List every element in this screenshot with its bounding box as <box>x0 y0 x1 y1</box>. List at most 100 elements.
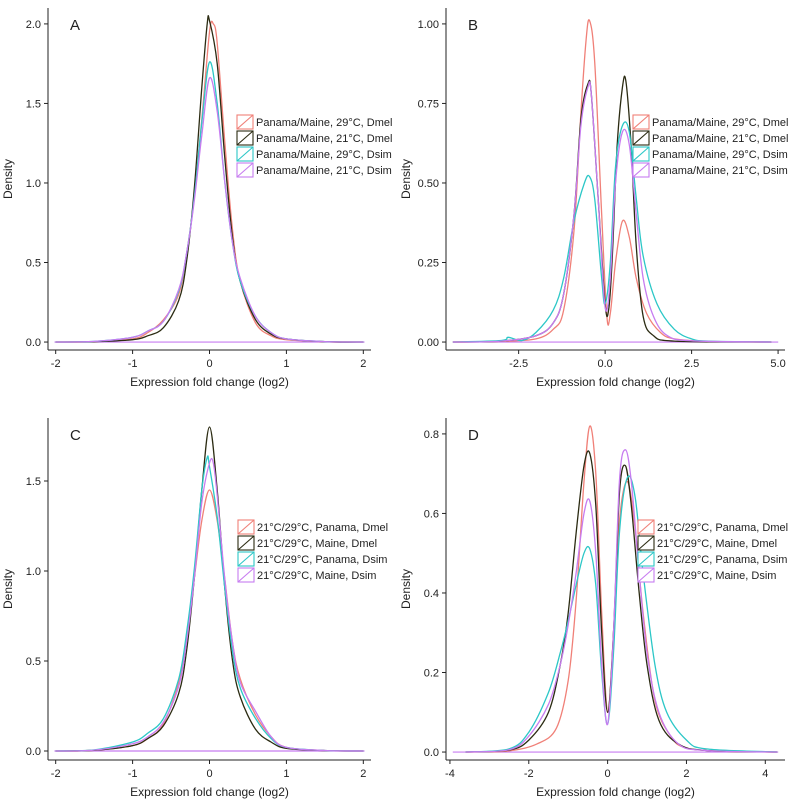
panel-letter: D <box>468 427 479 444</box>
x-tick-label: 2 <box>683 768 689 780</box>
x-tick-label: 0.0 <box>597 358 612 370</box>
legend-label-1: Panama/Maine, 29°C, Dmel <box>256 117 392 129</box>
y-tick-label: 0.00 <box>418 337 439 349</box>
x-tick-label: 5.0 <box>770 358 785 370</box>
legend-label-2: 21°C/29°C, Maine, Dmel <box>257 538 377 550</box>
legend: Panama/Maine, 29°C, Dmel Panama/Maine, 21… <box>236 114 392 178</box>
x-axis-title: Expression fold change (log2) <box>130 375 289 389</box>
y-axis-title: Density <box>1 159 15 199</box>
legend-key-line <box>237 551 255 567</box>
y-tick-label: 1.00 <box>418 19 439 31</box>
x-tick-label: 0 <box>206 768 212 780</box>
y-tick-label: 1.5 <box>26 98 41 110</box>
legend: 21°C/29°C, Panama, Dmel 21°C/29°C, Maine,… <box>637 519 788 583</box>
panel-letter: B <box>468 17 478 34</box>
y-tick-label: 2.0 <box>26 19 41 31</box>
y-tick-label: 0.75 <box>418 98 439 110</box>
legend-label-4: Panama/Maine, 21°C, Dsim <box>652 165 788 177</box>
legend-key-line <box>637 519 655 535</box>
x-tick-label: 1 <box>283 358 289 370</box>
legend-key-line <box>637 551 655 567</box>
series-line-3 <box>55 455 364 752</box>
x-tick-label: -1 <box>128 768 138 780</box>
legend-key-line <box>237 535 255 551</box>
x-tick-label: 2.5 <box>684 358 699 370</box>
legend-key-line <box>237 567 255 583</box>
legend-label-3: 21°C/29°C, Panama, Dsim <box>257 554 387 566</box>
legend: Panama/Maine, 29°C, Dmel Panama/Maine, 21… <box>632 114 788 178</box>
x-tick-label: -2.5 <box>509 358 528 370</box>
legend-label-1: 21°C/29°C, Panama, Dmel <box>257 522 388 534</box>
y-tick-label: 0.2 <box>424 668 439 680</box>
y-tick-label: 1.5 <box>26 476 41 488</box>
x-tick-label: 0 <box>206 358 212 370</box>
y-tick-label: 0.50 <box>418 178 439 190</box>
legend-label-4: 21°C/29°C, Maine, Dsim <box>657 570 776 582</box>
series-line-3 <box>55 61 364 343</box>
y-tick-label: 0.5 <box>26 258 41 270</box>
y-tick-label: 1.0 <box>26 566 41 578</box>
y-tick-label: 0.0 <box>424 747 439 759</box>
x-tick-label: -2 <box>524 768 534 780</box>
series-line-2 <box>465 450 778 753</box>
legend-label-2: Panama/Maine, 21°C, Dmel <box>652 133 788 145</box>
y-tick-label: 1.0 <box>26 178 41 190</box>
legend-label-1: Panama/Maine, 29°C, Dmel <box>652 117 788 129</box>
legend-label-2: Panama/Maine, 21°C, Dmel <box>256 133 392 145</box>
x-tick-label: 2 <box>360 768 366 780</box>
series-line-4 <box>465 449 778 753</box>
legend-key-line <box>237 519 255 535</box>
legend-key-line <box>632 130 650 146</box>
panel-b: 0.00 0.25 0.50 0.75 1.00 -2.5 0.0 2.5 5.0 Express… <box>399 8 788 389</box>
panel-letter: C <box>70 427 81 444</box>
panel-d: 0.0 0.2 0.4 0.6 0.8 -4 -2 0 2 4 Expression fold ch… <box>399 418 788 799</box>
legend-label-3: 21°C/29°C, Panama, Dsim <box>657 554 787 566</box>
x-tick-label: 1 <box>283 768 289 780</box>
legend-label-4: Panama/Maine, 21°C, Dsim <box>256 165 392 177</box>
legend-key-line <box>632 114 650 130</box>
series-line-2 <box>55 15 364 343</box>
x-axis-title: Expression fold change (log2) <box>536 375 695 389</box>
legend-key-line <box>637 567 655 583</box>
series-line-2 <box>55 426 364 752</box>
x-tick-label: -4 <box>445 768 455 780</box>
y-tick-label: 0.8 <box>424 429 439 441</box>
legend-key-line <box>236 162 254 178</box>
series-line-1 <box>452 19 772 343</box>
legend-key-line <box>236 130 254 146</box>
y-axis-title: Density <box>399 569 413 609</box>
legend-label-4: 21°C/29°C, Maine, Dsim <box>257 570 376 582</box>
x-tick-label: -1 <box>128 358 138 370</box>
y-tick-label: 0.0 <box>26 337 41 349</box>
legend-label-3: Panama/Maine, 29°C, Dsim <box>652 149 788 161</box>
legend: 21°C/29°C, Panama, Dmel 21°C/29°C, Maine,… <box>237 519 388 583</box>
y-axis-title: Density <box>1 569 15 609</box>
x-tick-label: -2 <box>51 358 61 370</box>
x-tick-label: 4 <box>762 768 768 780</box>
panel-a: 0.0 0.5 1.0 1.5 2.0 -2 -1 0 1 2 Expression fold ch… <box>1 8 392 389</box>
series-line-4 <box>452 81 772 343</box>
x-tick-label: 2 <box>360 358 366 370</box>
series-line-3 <box>465 475 778 753</box>
legend-label-2: 21°C/29°C, Maine, Dmel <box>657 538 777 550</box>
y-tick-label: 0.25 <box>418 258 439 270</box>
y-tick-label: 0.4 <box>424 588 439 600</box>
x-tick-label: 0 <box>605 768 611 780</box>
legend-label-1: 21°C/29°C, Panama, Dmel <box>657 522 788 534</box>
x-axis-title: Expression fold change (log2) <box>536 785 695 799</box>
legend-key-line <box>236 146 254 162</box>
series-line-1 <box>55 20 364 343</box>
panel-letter: A <box>70 17 80 34</box>
x-axis-title: Expression fold change (log2) <box>130 785 289 799</box>
legend-key-line <box>632 146 650 162</box>
series-line-4 <box>55 457 364 752</box>
y-tick-label: 0.5 <box>26 656 41 668</box>
y-tick-label: 0.6 <box>424 508 439 520</box>
y-axis-title: Density <box>399 159 413 199</box>
series-line-4 <box>55 76 364 343</box>
legend-key-line <box>236 114 254 130</box>
x-tick-label: -2 <box>51 768 61 780</box>
legend-key-line <box>637 535 655 551</box>
